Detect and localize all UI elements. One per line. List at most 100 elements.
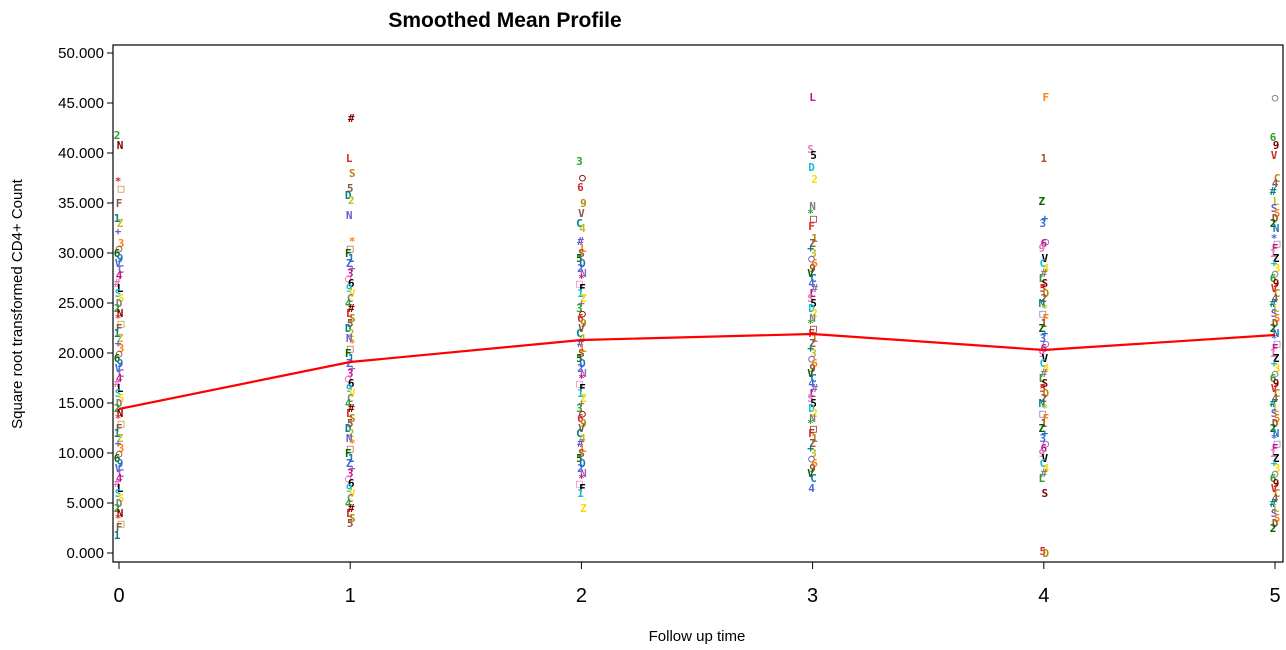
data-point: 4 (579, 222, 586, 235)
data-point: S (1271, 307, 1278, 320)
data-point: + (1271, 457, 1278, 470)
data-point: ○ (116, 347, 123, 360)
data-point: 3 (810, 247, 817, 260)
y-tick-label: 25.000 (58, 295, 104, 312)
data-point: 2 (348, 194, 355, 207)
data-point: 5 (1274, 512, 1281, 525)
data-point: D (1272, 417, 1279, 430)
y-axis-label: Square root transformed CD4+ Count (9, 178, 26, 429)
data-point: * (807, 417, 814, 430)
data-point: + (1271, 357, 1278, 370)
data-point: 6 (348, 477, 355, 490)
data-point: □ (1274, 237, 1281, 250)
data-point: 2 (811, 407, 818, 420)
data-point: 6 (577, 181, 584, 194)
x-tick-label: 4 (1038, 585, 1049, 607)
data-point: 6 (348, 277, 355, 290)
data-point: * (115, 312, 122, 325)
x-axis-label: Follow up time (649, 628, 746, 645)
data-point: + (349, 362, 356, 375)
data-point: V (349, 287, 356, 300)
data-point: V (807, 267, 814, 280)
data-point: V (349, 387, 356, 400)
data-point: 1 (1040, 317, 1047, 330)
x-tick-label: 1 (345, 585, 356, 607)
data-point: 5 (1039, 382, 1046, 395)
data-point: 2 (1270, 422, 1277, 435)
x-tick-label: 2 (576, 585, 587, 607)
data-point: D (116, 297, 123, 310)
data-point: V (349, 487, 356, 500)
data-point: 4 (1272, 177, 1279, 190)
y-tick-label: 40.000 (58, 145, 104, 162)
data-point: □ (576, 277, 583, 290)
data-point: F (808, 220, 815, 233)
data-point: 1 (114, 212, 121, 225)
data-point: * (1041, 402, 1048, 415)
data-point: Z (1038, 195, 1045, 208)
data-point: # (1270, 185, 1277, 198)
data-point: F (1042, 412, 1049, 425)
data-point: 1 (577, 487, 584, 500)
data-point: V (578, 422, 585, 435)
data-point: + (807, 442, 814, 455)
data-point: F (345, 247, 352, 260)
data-point: D (345, 189, 352, 202)
data-point: S (1041, 377, 1048, 390)
data-point: S (349, 312, 356, 325)
data-point: 9 (809, 362, 816, 375)
y-tick-label: 50.000 (58, 45, 104, 62)
data-point: 2 (348, 327, 355, 340)
data-point: 5 (1274, 412, 1281, 425)
data-point: C (347, 492, 354, 505)
plot-frame (112, 44, 1284, 563)
x-tick-label: 0 (113, 585, 124, 607)
data-point: 2 (1270, 322, 1277, 335)
data-point: L (809, 91, 816, 104)
data-point: * (578, 472, 585, 485)
data-point: 1 (811, 432, 818, 445)
data-point: 1 (1270, 447, 1277, 460)
data-point: * (1271, 332, 1278, 345)
data-point: 5 (810, 397, 817, 410)
data-point: C (1039, 257, 1046, 270)
data-point: 4 (116, 269, 123, 282)
data-point: D (1042, 547, 1049, 560)
data-point: 2 (114, 502, 121, 515)
y-tick-label: 15.000 (58, 395, 104, 412)
data-point: + (349, 262, 356, 275)
data-point: L (1273, 302, 1280, 315)
data-point: D (808, 161, 815, 174)
data-point: 6 (811, 257, 818, 270)
data-point: 1 (348, 352, 355, 365)
data-point: □ (810, 322, 817, 335)
data-point: V (1271, 149, 1278, 162)
data-point: # (577, 437, 584, 450)
data-point: C (810, 272, 817, 285)
data-point: ○ (1272, 91, 1279, 104)
data-point: 5 (576, 452, 583, 465)
data-point: Z (346, 257, 353, 270)
chart-title: Smoothed Mean Profile (388, 9, 621, 32)
data-point: L (580, 242, 587, 255)
data-point: 9 (346, 482, 353, 495)
data-point: 5 (118, 392, 125, 405)
data-point: 1 (811, 332, 818, 345)
data-point: 5 (1274, 312, 1281, 325)
data-point: □ (1274, 337, 1281, 350)
data-point: # (1040, 367, 1047, 380)
data-point: Z (1273, 452, 1280, 465)
data-point: 1 (1040, 152, 1047, 165)
data-point: 2 (811, 307, 818, 320)
data-point: + (807, 342, 814, 355)
data-point: F (579, 482, 586, 495)
data-point: + (1041, 212, 1048, 225)
data-point: F (116, 422, 123, 435)
data-point: 1 (348, 252, 355, 265)
data-point: 6 (1270, 272, 1277, 285)
data-point: 5 (118, 292, 125, 305)
data-point: 5 (1274, 207, 1281, 220)
data-point: 1 (577, 287, 584, 300)
data-point: 4 (808, 482, 815, 495)
